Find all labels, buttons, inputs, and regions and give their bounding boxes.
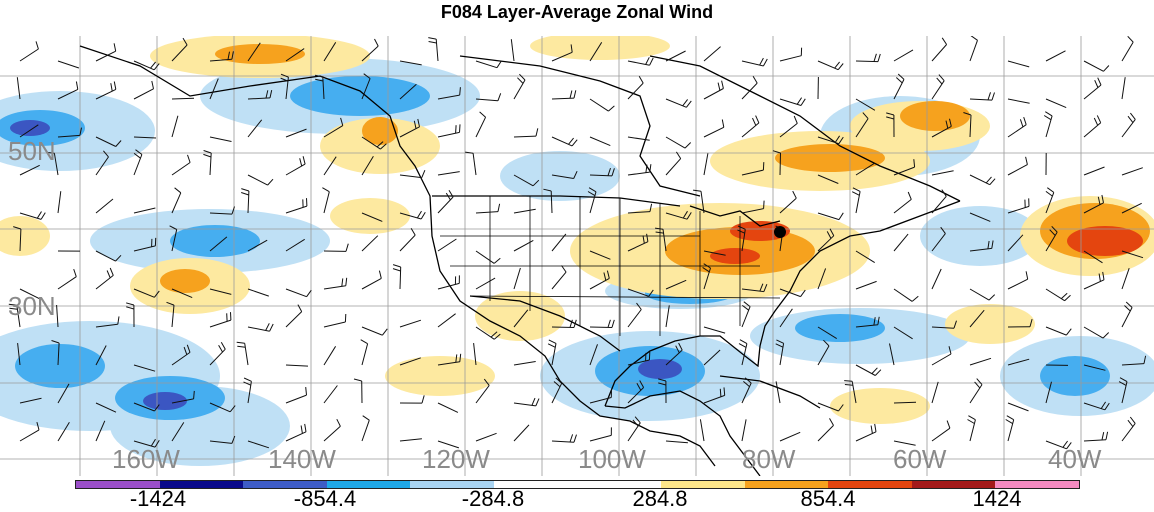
wind-barb-tick [720,389,721,397]
wind-barb-tick [460,124,461,132]
colorbar-label: -1424 [130,486,186,512]
colorbar-label: 854.4 [800,486,855,512]
wind-barb-tick [844,381,852,382]
colorbar-label: 1424 [973,486,1022,512]
colorbar-label: -284.8 [462,486,524,512]
wind-barb-tick [845,385,853,386]
wind-barb-tick [724,387,725,395]
wind-barb-staff [552,327,574,328]
colorbar-label: 284.8 [632,486,687,512]
wind-barb-tick [764,201,765,209]
wind-barb-staff [856,61,878,62]
map-panel: 50N 30N 160W 140W 120W 100W 80W 60W 40W [0,36,1154,476]
wind-barb-tick [460,87,461,95]
wind-barb-staff [172,98,194,99]
wind-barb-tick [456,125,457,133]
colorbar [75,480,1080,489]
wind-barb-tick [194,391,195,399]
location-marker [774,226,786,238]
wind-barb-staff [780,153,781,175]
wind-map [0,36,1154,476]
wind-barb-staff [590,327,612,328]
wind-barb-staff [400,267,401,289]
map-title: F084 Layer-Average Zonal Wind [0,0,1154,28]
colorbar-label: -854.4 [294,486,356,512]
